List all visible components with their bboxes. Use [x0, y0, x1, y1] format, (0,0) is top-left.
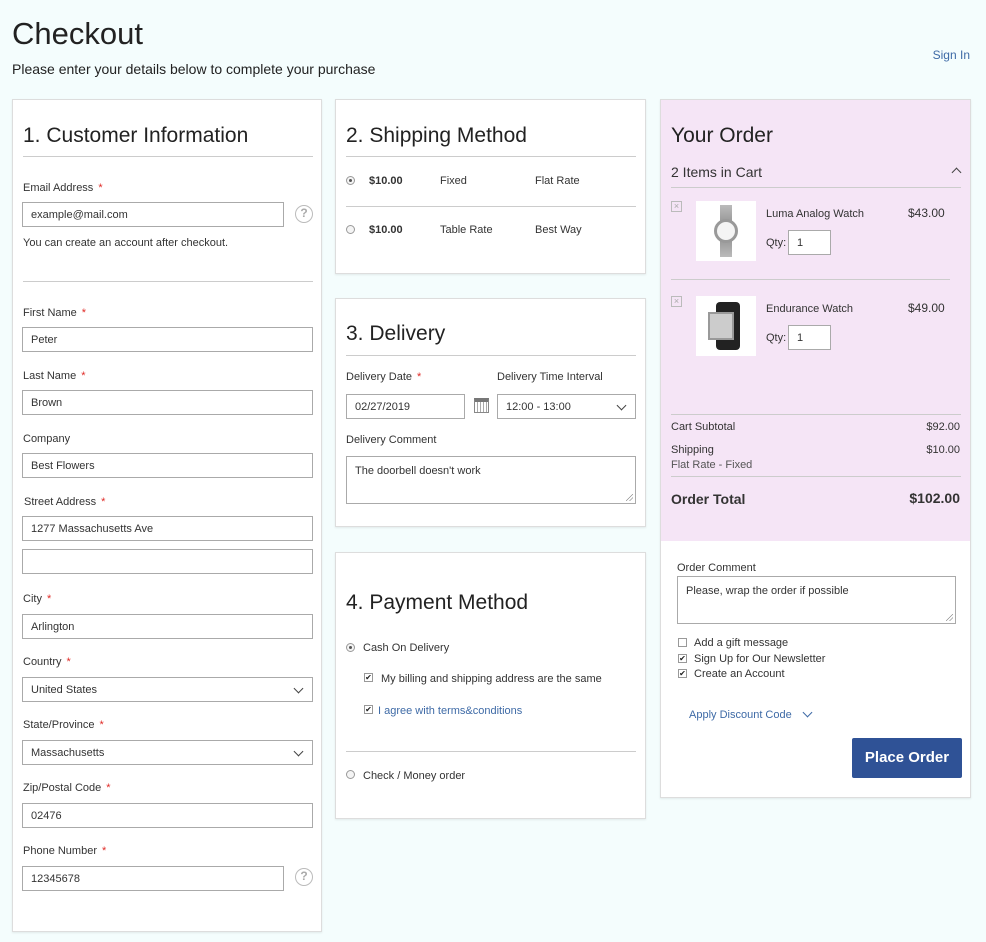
company-field[interactable]: Best Flowers [22, 453, 313, 478]
first-name-field[interactable]: Peter [22, 327, 313, 352]
shipping-method: Fixed [440, 175, 467, 187]
email-note: You can create an account after checkout… [23, 237, 229, 249]
country-label: Country [23, 656, 62, 668]
street-label: Street Address [24, 496, 97, 508]
order-comment-field[interactable]: Please, wrap the order if possible [677, 576, 956, 624]
shipping-price: $10.00 [369, 224, 403, 236]
order-title: Your Order [671, 124, 773, 147]
gift-message-label: Add a gift message [694, 637, 789, 649]
payment-check-label: Check / Money order [363, 770, 466, 782]
street-field-2[interactable] [22, 549, 313, 574]
shipping-radio-table[interactable] [346, 225, 355, 234]
qty-label: Qty: [766, 237, 787, 249]
place-order-button[interactable]: Place Order [852, 738, 962, 778]
page-title: Checkout [12, 16, 143, 51]
help-icon[interactable]: ? [295, 868, 313, 886]
create-account-checkbox[interactable]: ✔ [678, 669, 687, 678]
item-price: $43.00 [908, 206, 945, 220]
gift-message-checkbox[interactable] [678, 638, 687, 647]
city-label: City [23, 593, 42, 605]
first-name-label: First Name [23, 307, 77, 319]
product-image [696, 201, 756, 261]
section-title: 2. Shipping Method [346, 124, 527, 147]
phone-field[interactable]: 12345678 [22, 866, 284, 891]
help-icon[interactable]: ? [295, 205, 313, 223]
apply-discount-link[interactable]: Apply Discount Code [689, 709, 792, 721]
item-name: Endurance Watch [766, 303, 854, 315]
shipping-method-text: Flat Rate - Fixed [671, 459, 753, 471]
order-total-label: Order Total [671, 491, 746, 507]
product-image [696, 296, 756, 356]
payment-radio-cod[interactable] [346, 643, 355, 652]
order-total-value: $102.00 [909, 490, 960, 506]
same-address-checkbox[interactable]: ✔ [364, 673, 373, 682]
shipping-method: Table Rate [440, 224, 493, 236]
shipping-value: $10.00 [926, 444, 960, 456]
qty-field[interactable]: 1 [788, 325, 831, 350]
qty-field[interactable]: 1 [788, 230, 831, 255]
calendar-icon[interactable] [474, 398, 489, 413]
phone-label: Phone Number [23, 845, 97, 857]
state-select[interactable]: Massachusetts [22, 740, 313, 765]
delivery-comment-field[interactable]: The doorbell doesn't work [346, 456, 636, 504]
delivery-date-field[interactable]: 02/27/2019 [346, 394, 465, 419]
page-subtitle: Please enter your details below to compl… [12, 61, 376, 77]
terms-checkbox[interactable]: ✔ [364, 705, 373, 714]
item-price: $49.00 [908, 301, 945, 315]
shipping-method-panel: 2. Shipping Method $10.00 Fixed Flat Rat… [335, 99, 646, 274]
terms-link[interactable]: I agree with terms&conditions [378, 705, 523, 717]
item-name: Luma Analog Watch [766, 208, 865, 220]
delivery-comment-label: Delivery Comment [346, 434, 437, 446]
shipping-carrier: Best Way [535, 224, 582, 236]
subtotal-value: $92.00 [926, 421, 960, 433]
last-name-label: Last Name [23, 370, 77, 382]
qty-label: Qty: [766, 332, 787, 344]
zip-label: Zip/Postal Code [23, 782, 102, 794]
email-label: Email Address [23, 182, 94, 194]
shipping-carrier: Flat Rate [535, 175, 580, 187]
delivery-date-label: Delivery Date [346, 371, 413, 383]
delivery-interval-label: Delivery Time Interval [497, 371, 603, 383]
payment-cod-label: Cash On Delivery [363, 642, 450, 654]
newsletter-label: Sign Up for Our Newsletter [694, 653, 826, 665]
items-count: 2 Items in Cart [671, 164, 763, 180]
section-title: 4. Payment Method [346, 591, 529, 614]
sign-in-link[interactable]: Sign In [932, 48, 970, 62]
zip-field[interactable]: 02476 [22, 803, 313, 828]
remove-item-icon[interactable]: × [671, 201, 682, 212]
order-comment-label: Order Comment [677, 562, 756, 574]
delivery-interval-select[interactable]: 12:00 - 13:00 [497, 394, 636, 419]
section-title: 1. Customer Information [23, 124, 249, 147]
last-name-field[interactable]: Brown [22, 390, 313, 415]
company-label: Company [23, 433, 71, 445]
shipping-price: $10.00 [369, 175, 403, 187]
shipping-radio-flat[interactable] [346, 176, 355, 185]
state-label: State/Province [23, 719, 95, 731]
city-field[interactable]: Arlington [22, 614, 313, 639]
payment-radio-check[interactable] [346, 770, 355, 779]
customer-information-panel: 1. Customer Information Email Address * e… [12, 99, 322, 932]
subtotal-label: Cart Subtotal [671, 421, 736, 433]
order-summary-panel: Your Order 2 Items in Cart × Luma Analog… [660, 99, 971, 798]
delivery-panel: 3. Delivery Delivery Date * 02/27/2019 De… [335, 298, 646, 527]
section-title: 3. Delivery [346, 322, 446, 345]
chevron-down-icon[interactable] [802, 707, 813, 718]
shipping-label: Shipping [671, 444, 714, 456]
remove-item-icon[interactable]: × [671, 296, 682, 307]
same-address-label: My billing and shipping address are the … [381, 673, 602, 685]
country-select[interactable]: United States [22, 677, 313, 702]
email-field[interactable]: example@mail.com [22, 202, 284, 227]
create-account-label: Create an Account [694, 668, 785, 680]
street-field-1[interactable]: 1277 Massachusetts Ave [22, 516, 313, 541]
newsletter-checkbox[interactable]: ✔ [678, 654, 687, 663]
payment-method-panel: 4. Payment Method Cash On Delivery ✔ My … [335, 552, 646, 819]
